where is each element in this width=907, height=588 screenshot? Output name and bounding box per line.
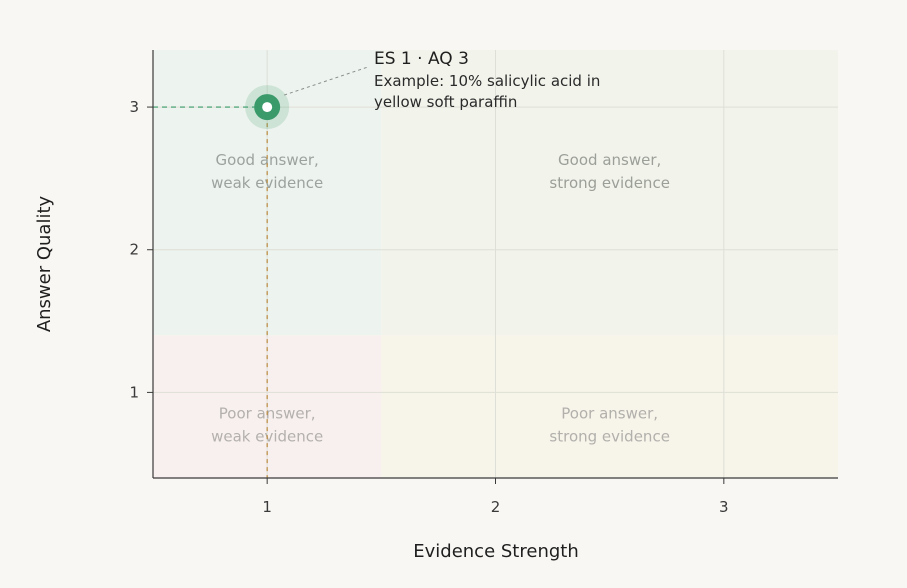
quadrant-label: strong evidence	[549, 427, 670, 445]
quadrant-labels: Good answer, weak evidence Good answer, str…	[211, 151, 670, 445]
quadrant-label: strong evidence	[549, 174, 670, 192]
quadrant-label: Good answer,	[558, 151, 661, 169]
quadrant-poor-strong	[381, 335, 838, 478]
callout-title: ES 1 · AQ 3	[374, 49, 469, 69]
axis-ticks: 1 2 3 1 2 3	[129, 98, 728, 516]
x-axis-title: Evidence Strength	[413, 541, 579, 562]
quadrant-label: weak evidence	[211, 174, 323, 192]
data-point-center	[262, 102, 273, 113]
quadrant-label: Good answer,	[216, 151, 319, 169]
point-callout: ES 1 · AQ 3 Example: 10% salicylic acid …	[284, 49, 600, 111]
x-tick-label: 1	[262, 498, 272, 516]
quadrant-good-strong	[381, 50, 838, 336]
x-tick-label: 2	[491, 498, 501, 516]
point-guide-lines	[153, 106, 268, 478]
y-tick-label: 1	[129, 383, 139, 401]
callout-line: yellow soft paraffin	[374, 93, 517, 111]
quadrant-label: Poor answer,	[561, 404, 658, 422]
y-tick-label: 2	[129, 241, 139, 259]
quadrant-backgrounds	[153, 50, 838, 478]
callout-line: Example: 10% salicylic acid in	[374, 72, 600, 90]
x-tick-label: 3	[719, 498, 729, 516]
y-axis-title: Answer Quality	[34, 195, 55, 332]
callout-leader-line	[284, 66, 369, 96]
y-tick-label: 3	[129, 98, 139, 116]
data-point-layer	[245, 85, 290, 130]
